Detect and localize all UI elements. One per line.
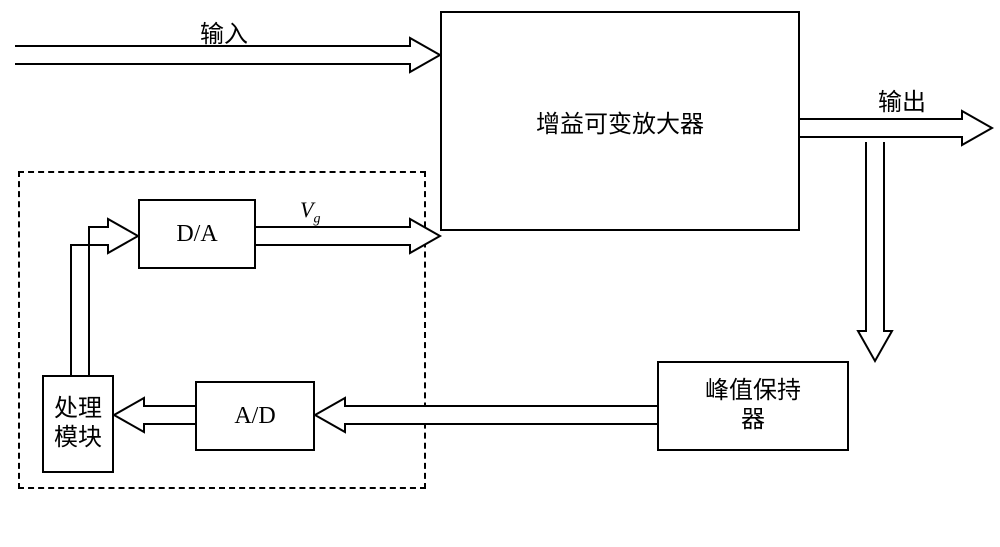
arrows-layer <box>0 0 1000 547</box>
output-arrow <box>800 111 992 145</box>
vg-arrow <box>256 219 440 253</box>
proc-to-da-arrow <box>71 219 138 375</box>
ad-to-proc-arrow <box>114 398 195 432</box>
input-arrow <box>15 38 440 72</box>
feedback-down-arrow <box>858 142 892 361</box>
peak-to-ad-arrow <box>315 398 657 432</box>
